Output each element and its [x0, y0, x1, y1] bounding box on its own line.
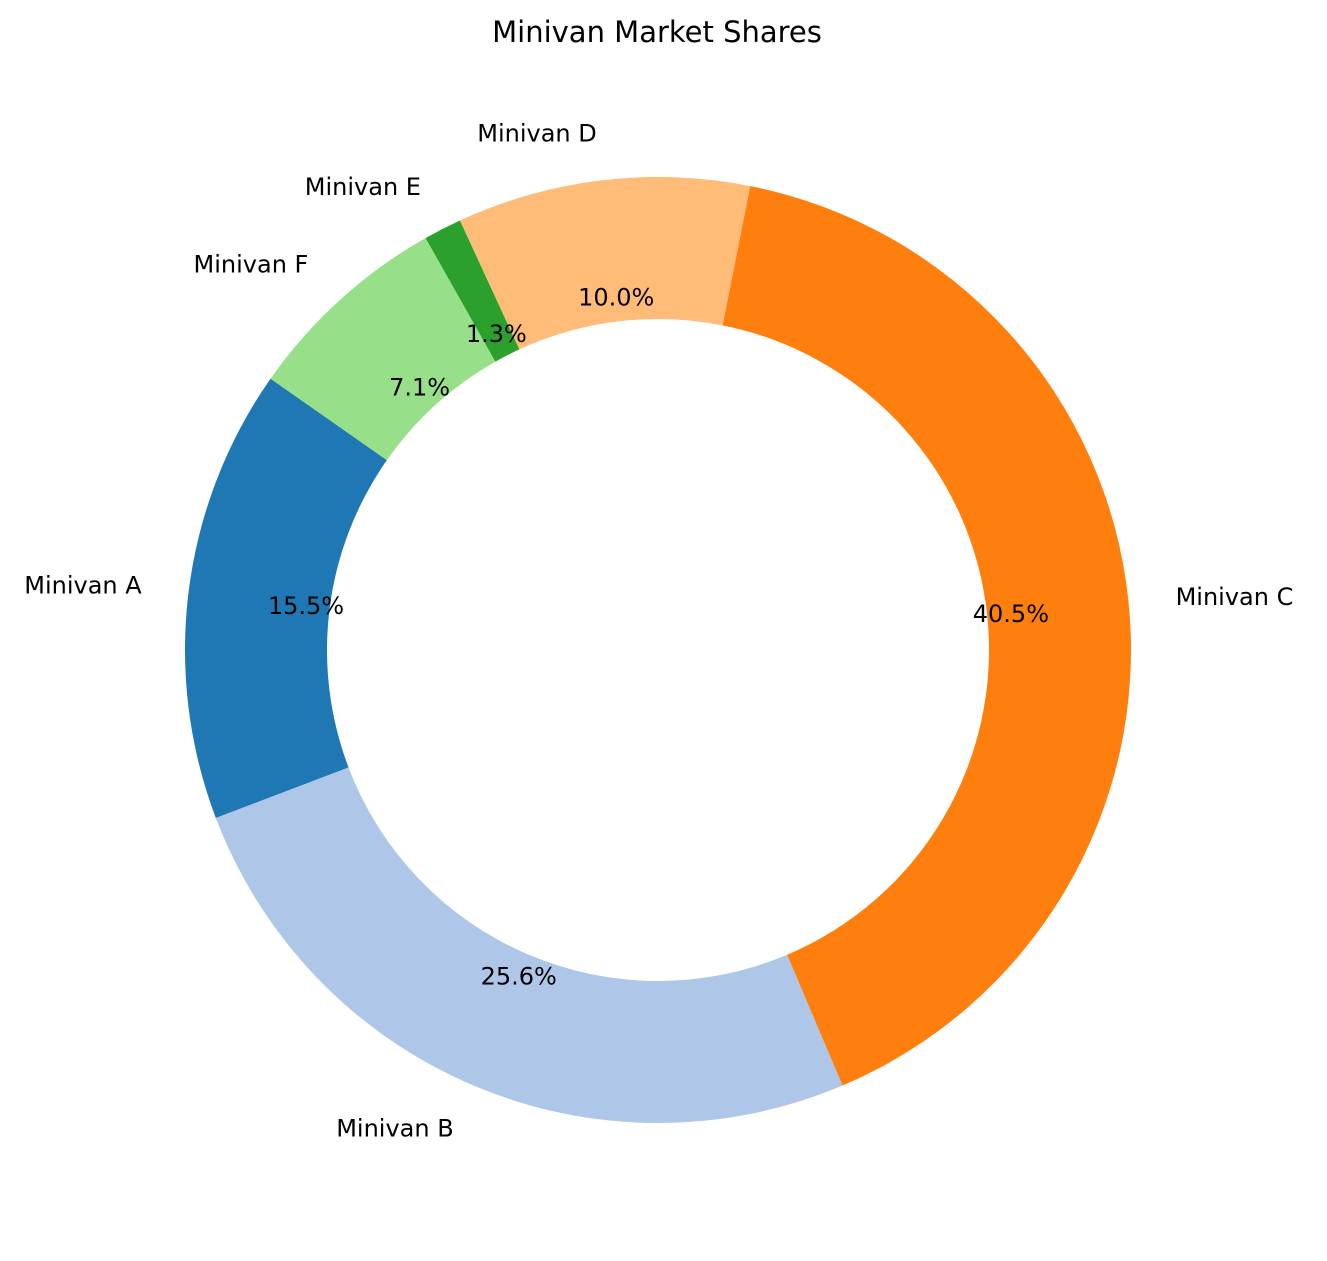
slice-labels: Minivan A Minivan B Minivan C Minivan D Mini…: [24, 119, 1293, 1142]
percent-minivan-a: 15.5%: [268, 592, 344, 620]
label-minivan-f: Minivan F: [194, 251, 309, 279]
label-minivan-d: Minivan D: [477, 119, 596, 147]
percent-minivan-c: 40.5%: [973, 600, 1049, 628]
label-minivan-a: Minivan A: [24, 572, 142, 600]
chart-title: Minivan Market Shares: [492, 15, 822, 49]
slice-minivan-d: [459, 177, 751, 350]
slice-minivan-f: [270, 238, 496, 461]
donut-slices: [184, 177, 1132, 1123]
percent-minivan-d: 10.0%: [578, 284, 654, 312]
percent-labels: 15.5% 25.6% 40.5% 10.0% 1.3% 7.1%: [268, 284, 1049, 991]
slice-minivan-b: [215, 767, 843, 1123]
percent-minivan-b: 25.6%: [481, 962, 557, 990]
percent-minivan-f: 7.1%: [389, 373, 450, 401]
label-minivan-c: Minivan C: [1176, 583, 1294, 611]
slice-minivan-c: [722, 186, 1132, 1086]
percent-minivan-e: 1.3%: [466, 320, 527, 348]
slice-minivan-e: [425, 220, 520, 362]
label-minivan-b: Minivan B: [336, 1115, 453, 1143]
slice-minivan-a: [184, 378, 387, 818]
label-minivan-e: Minivan E: [305, 173, 421, 201]
